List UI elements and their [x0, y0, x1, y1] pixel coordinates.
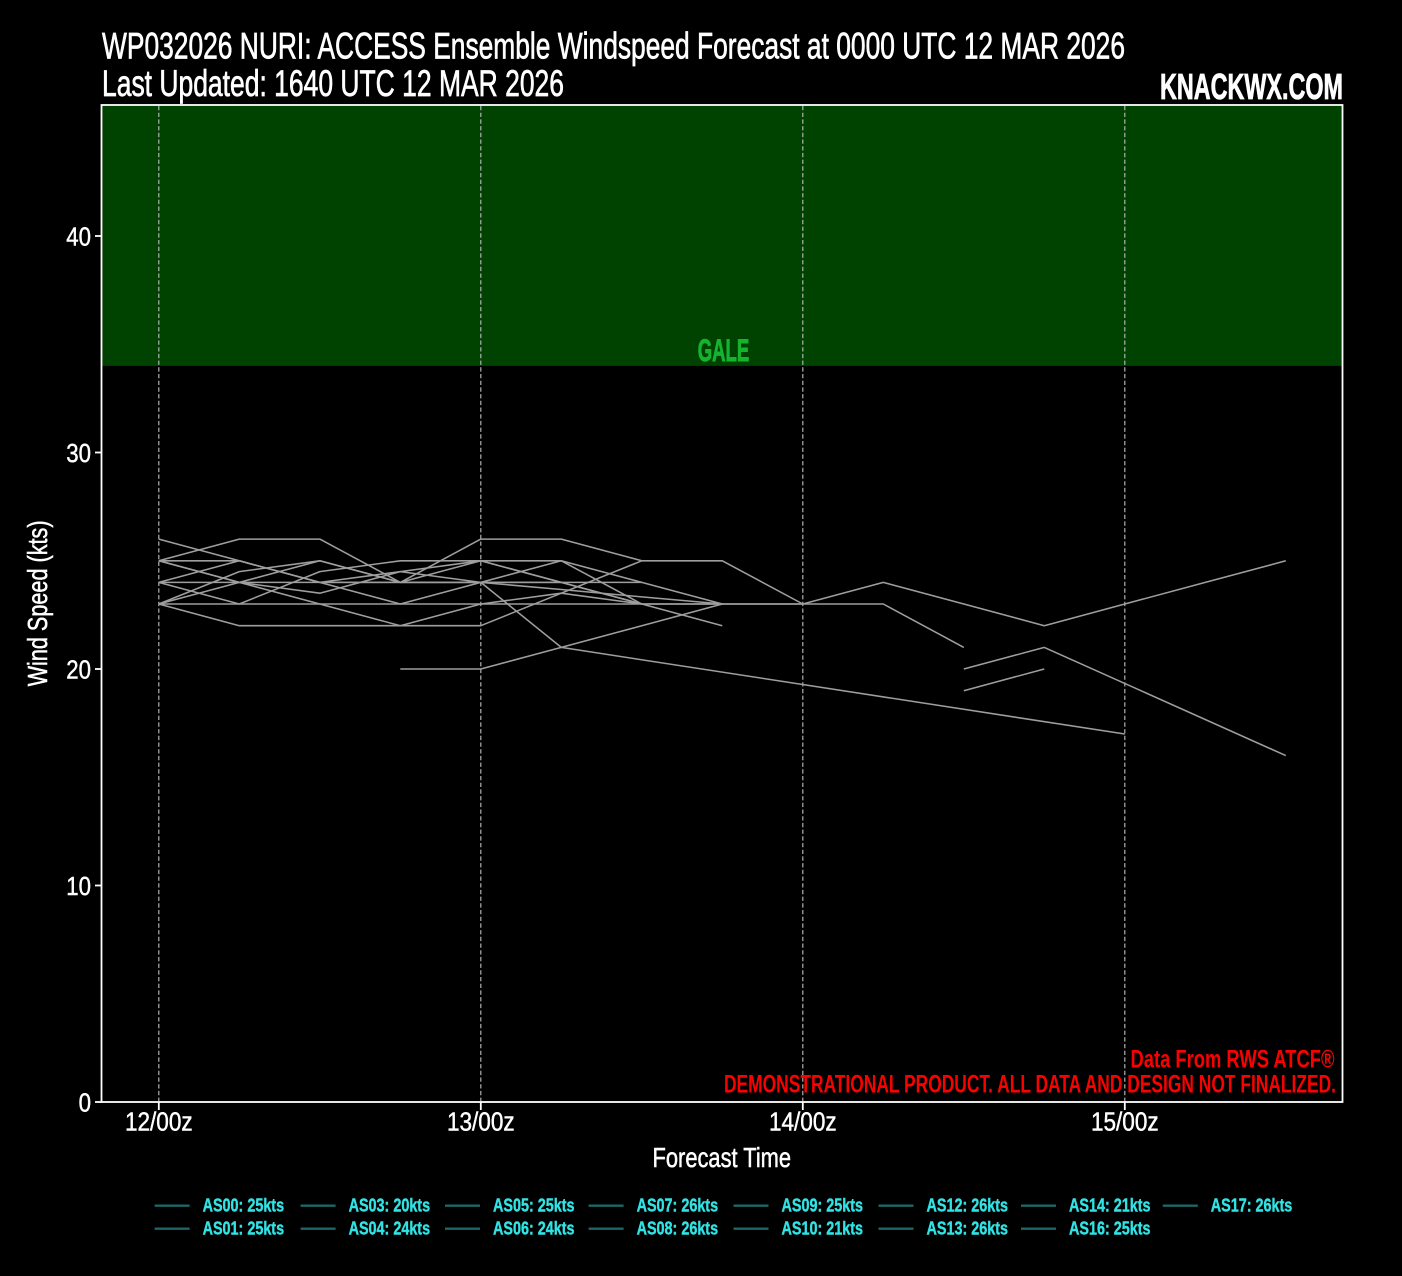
- svg-text:AS01: 25kts: AS01: 25kts: [203, 1219, 285, 1239]
- svg-text:Data From RWS ATCF®: Data From RWS ATCF®: [1131, 1045, 1335, 1073]
- svg-text:40: 40: [66, 223, 91, 251]
- svg-text:AS04: 24kts: AS04: 24kts: [349, 1219, 431, 1239]
- svg-text:20: 20: [66, 656, 91, 684]
- svg-text:13/00z: 13/00z: [447, 1109, 515, 1137]
- svg-text:AS14: 21kts: AS14: 21kts: [1069, 1196, 1151, 1216]
- svg-text:AS16: 25kts: AS16: 25kts: [1069, 1219, 1151, 1239]
- svg-text:WP032026 NURI: ACCESS Ensemble: WP032026 NURI: ACCESS Ensemble Windspeed…: [102, 24, 1125, 66]
- svg-text:DEMONSTRATIONAL PRODUCT. ALL D: DEMONSTRATIONAL PRODUCT. ALL DATA AND DE…: [724, 1070, 1336, 1098]
- svg-text:AS05: 25kts: AS05: 25kts: [493, 1196, 575, 1216]
- svg-text:Forecast Time: Forecast Time: [653, 1142, 792, 1173]
- svg-text:GALE: GALE: [698, 332, 750, 368]
- svg-text:AS10: 21kts: AS10: 21kts: [782, 1219, 864, 1239]
- svg-text:KNACKWX.COM: KNACKWX.COM: [1160, 66, 1343, 107]
- svg-text:12/00z: 12/00z: [125, 1109, 193, 1137]
- svg-text:15/00z: 15/00z: [1091, 1109, 1159, 1137]
- svg-text:AS13: 26kts: AS13: 26kts: [927, 1219, 1009, 1239]
- svg-text:30: 30: [66, 440, 91, 468]
- svg-text:AS03: 20kts: AS03: 20kts: [349, 1196, 431, 1216]
- svg-text:0: 0: [79, 1089, 91, 1117]
- svg-text:AS00: 25kts: AS00: 25kts: [203, 1196, 285, 1216]
- svg-text:Wind Speed (kts): Wind Speed (kts): [22, 520, 53, 686]
- svg-text:AS17: 26kts: AS17: 26kts: [1211, 1196, 1293, 1216]
- svg-text:14/00z: 14/00z: [769, 1109, 837, 1137]
- svg-text:AS08: 26kts: AS08: 26kts: [637, 1219, 719, 1239]
- svg-text:AS06: 24kts: AS06: 24kts: [493, 1219, 575, 1239]
- svg-text:AS09: 25kts: AS09: 25kts: [782, 1196, 864, 1216]
- svg-text:10: 10: [66, 873, 91, 901]
- svg-text:Last Updated: 1640 UTC 12 MAR: Last Updated: 1640 UTC 12 MAR 2026: [102, 62, 564, 104]
- svg-text:AS07: 26kts: AS07: 26kts: [637, 1196, 719, 1216]
- svg-text:AS12: 26kts: AS12: 26kts: [927, 1196, 1009, 1216]
